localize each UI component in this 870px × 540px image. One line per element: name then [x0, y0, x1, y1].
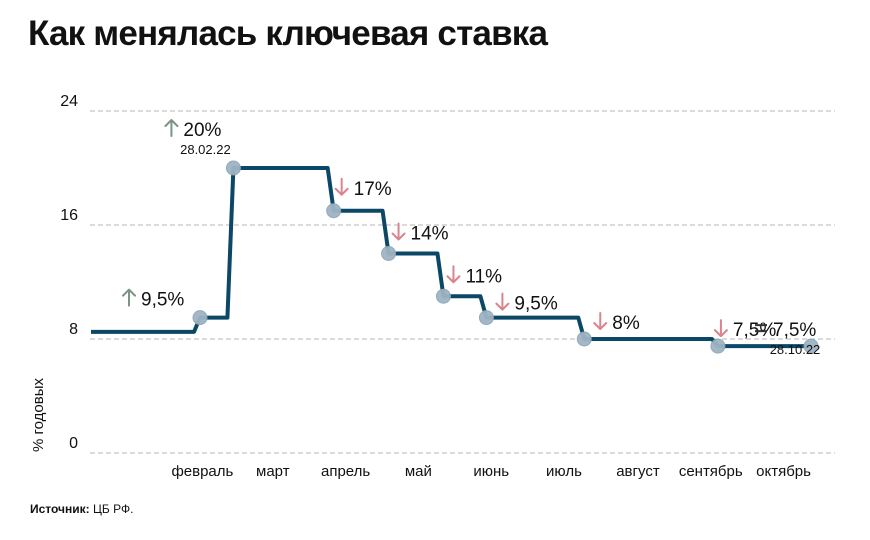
arrow-down-icon — [495, 292, 510, 311]
y-tick-label: 24 — [60, 93, 78, 110]
arrow-down-icon — [446, 265, 461, 284]
arrow-down-icon — [391, 222, 406, 241]
grid-layer — [90, 110, 835, 454]
data-point — [326, 203, 342, 219]
source-note: Источник: ЦБ РФ. — [30, 502, 133, 516]
date-label: 28.02.22 — [180, 142, 231, 157]
data-point — [803, 338, 819, 354]
data-point — [576, 331, 592, 347]
x-tick-label: июнь — [473, 463, 509, 480]
rate-line — [91, 166, 811, 349]
x-tick-label: август — [616, 463, 660, 480]
equal-icon — [755, 324, 767, 333]
data-label: 17% — [354, 179, 392, 200]
source-value: ЦБ РФ. — [93, 502, 134, 516]
data-label: 20% — [183, 120, 221, 141]
x-tick-label: июль — [546, 463, 582, 480]
data-point — [192, 310, 208, 326]
series-layer — [91, 166, 811, 349]
data-label: 11% — [465, 266, 502, 287]
rate-annotation: 17% — [334, 177, 392, 200]
data-label: 7,5% — [733, 320, 776, 341]
arrow-up-icon — [122, 288, 137, 307]
x-tick-label: май — [405, 463, 432, 480]
chart-title: Как менялась ключевая ставка — [28, 14, 548, 53]
arrow-down-icon — [713, 319, 728, 338]
data-label: 7,5% — [773, 320, 816, 341]
data-point — [478, 310, 494, 326]
rate-annotation: 14% — [391, 222, 449, 245]
data-label: 14% — [411, 224, 449, 245]
y-axis-label: % годовых — [30, 378, 47, 453]
x-tick-label: октябрь — [756, 463, 811, 480]
data-point — [435, 288, 451, 304]
source-label: Источник: — [30, 502, 90, 516]
y-tick-label: 8 — [69, 321, 78, 338]
rate-annotation: 9,5% — [122, 288, 184, 311]
data-point — [710, 338, 726, 354]
rate-annotation: 8% — [593, 312, 640, 334]
data-point — [381, 246, 397, 261]
x-tick-label: март — [256, 463, 290, 480]
data-label: 9,5% — [514, 294, 557, 315]
axis-layer: 0 8 16 24 % годовых февраль март апрель май июнь и… — [30, 93, 811, 480]
marker-layer — [192, 160, 819, 354]
rate-annotation: 20%28.02.22 — [164, 119, 231, 157]
rate-annotation: 7,5%28.10.22 — [755, 320, 820, 357]
x-tick-label: апрель — [321, 463, 370, 480]
rate-annotation: 7,5% — [713, 319, 776, 341]
rate-annotation: 11% — [446, 265, 502, 287]
x-tick-label: февраль — [171, 463, 233, 480]
data-label: 9,5% — [141, 290, 184, 311]
data-label: 8% — [612, 313, 640, 334]
y-tick-label: 0 — [69, 435, 78, 452]
x-tick-label: сентябрь — [679, 463, 743, 480]
arrow-down-icon — [593, 312, 608, 330]
key-rate-chart: 0 8 16 24 % годовых февраль март апрель май июнь и… — [30, 93, 835, 480]
arrow-down-icon — [334, 177, 349, 196]
data-point — [225, 160, 241, 176]
date-label: 28.10.22 — [770, 342, 821, 357]
rate-annotation: 9,5% — [495, 292, 558, 315]
arrow-up-icon — [164, 119, 179, 137]
y-tick-label: 16 — [60, 207, 78, 224]
